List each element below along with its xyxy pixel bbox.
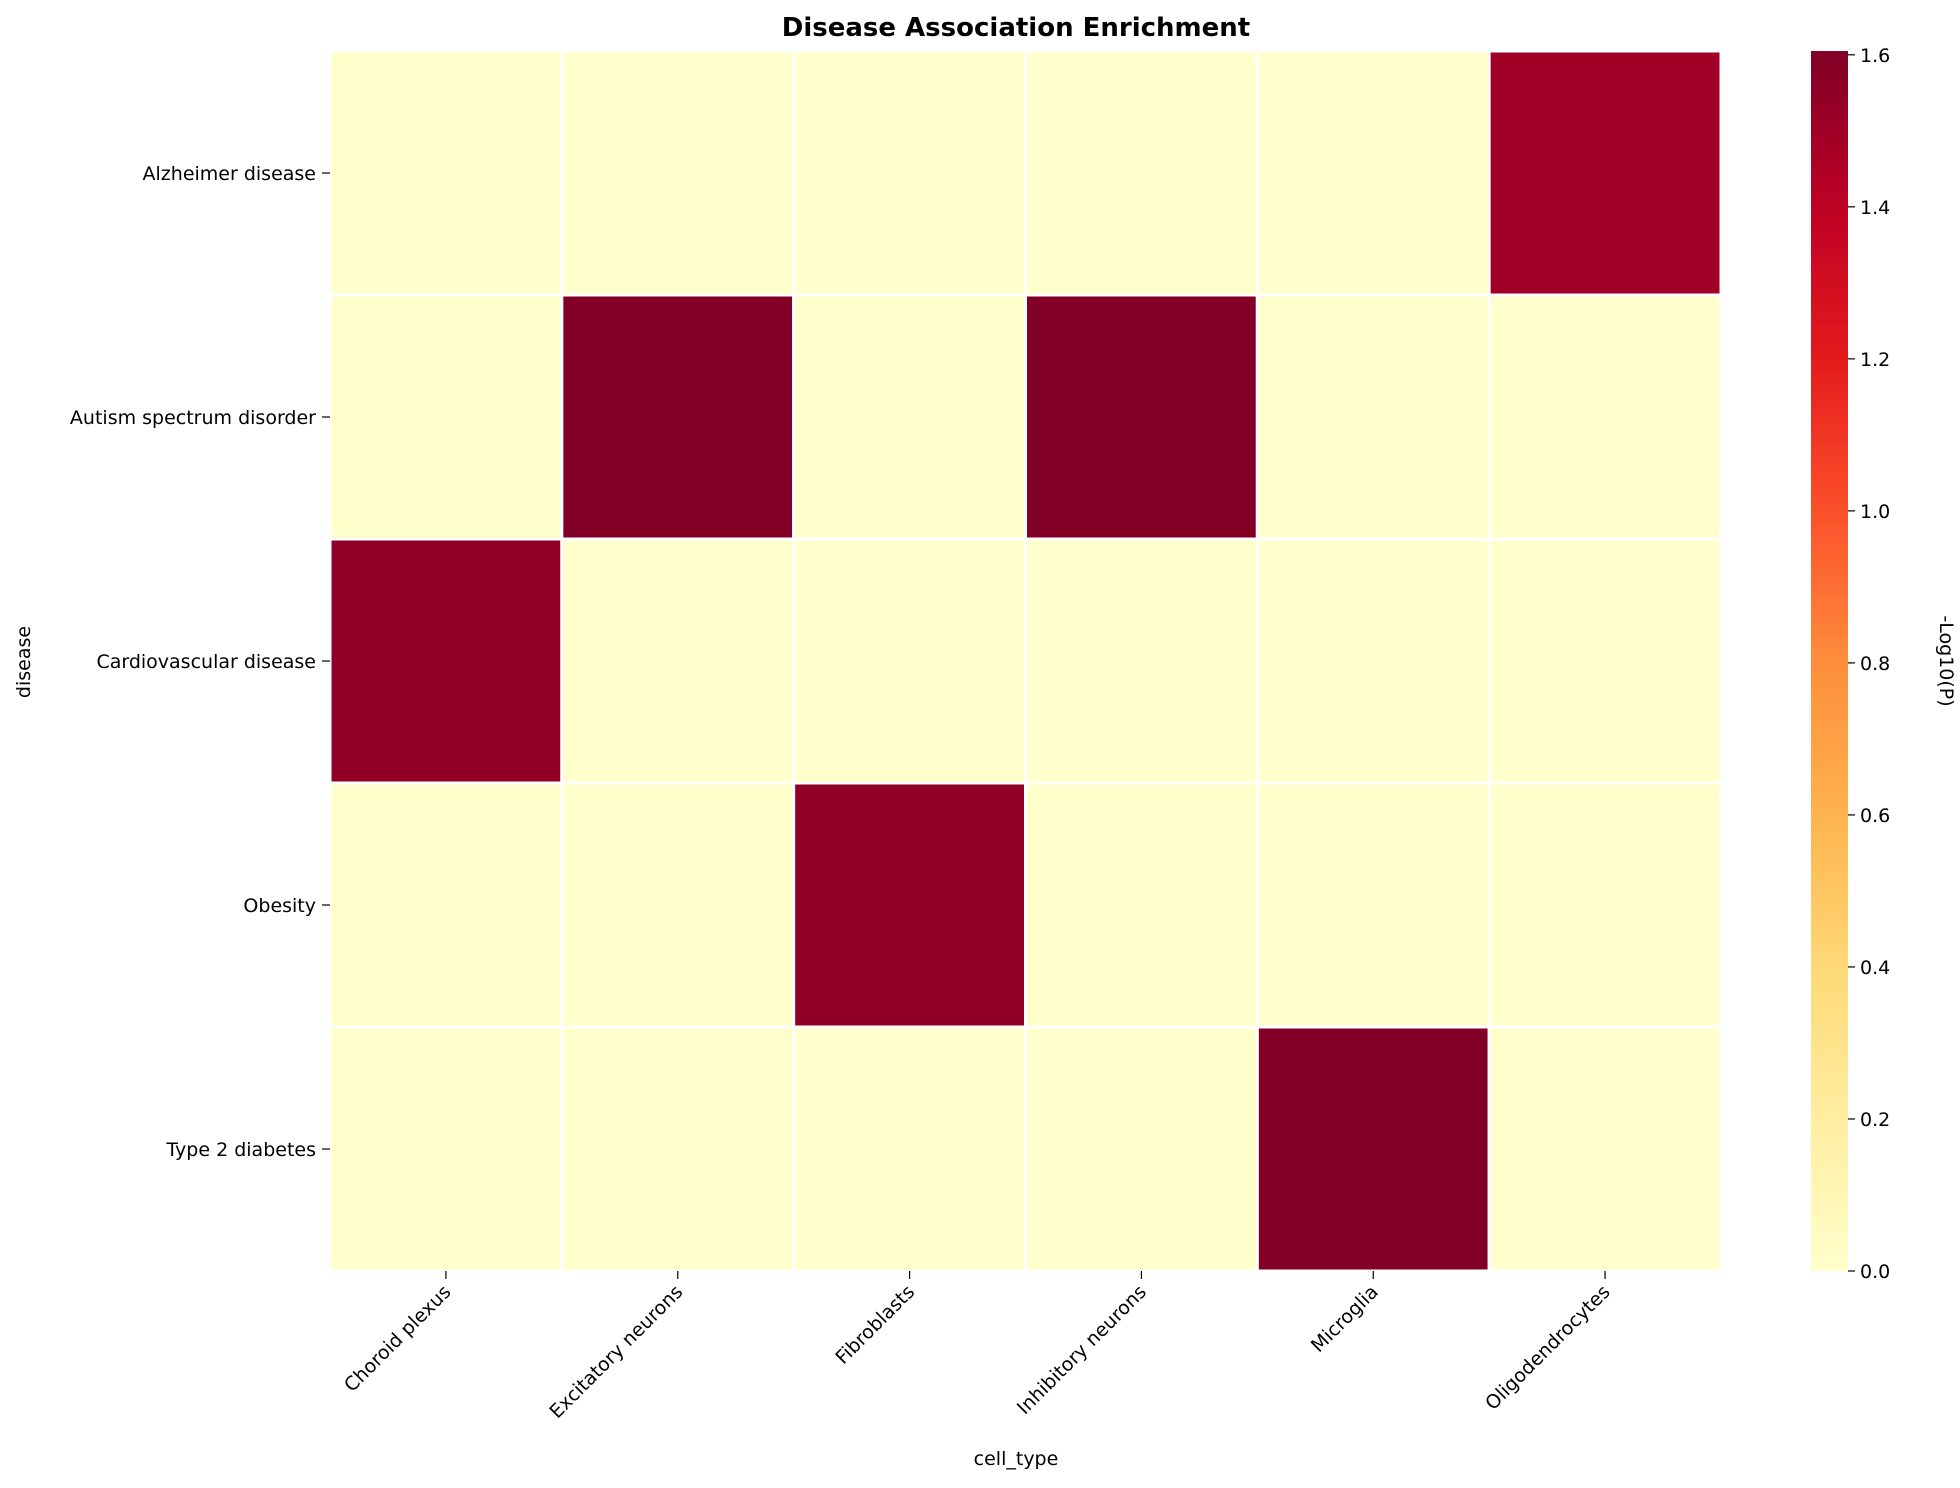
colorbar-tick-label: 0.2 [1860, 1109, 1890, 1131]
heatmap-cell [1024, 537, 1259, 785]
heatmap-cell [1255, 537, 1491, 785]
y-tick-label: Obesity [243, 895, 316, 917]
x-tick-label: Oligodendrocytes [1481, 1281, 1615, 1415]
chart-title: Disease Association Enrichment [782, 13, 1250, 43]
colorbar-ticks: 0.0 0.2 0.4 0.6 0.8 1.0 1.2 1.4 1.6 [1848, 45, 1890, 1283]
heatmap-cells [328, 49, 1723, 1273]
y-tick-label: Cardiovascular disease [96, 651, 316, 673]
heatmap-cell [1255, 49, 1491, 297]
heatmap-cell [1487, 49, 1723, 297]
y-axis-label: disease [13, 626, 35, 698]
heatmap-cell [328, 1025, 564, 1273]
colorbar-tick-label: 0.8 [1860, 653, 1890, 675]
y-tick-label: Type 2 diabetes [165, 1139, 316, 1161]
x-tick-label: Inhibitory neurons [1013, 1281, 1151, 1419]
y-tick-label: Autism spectrum disorder [70, 407, 316, 429]
x-tick-label: Fibroblasts [831, 1281, 919, 1369]
colorbar-tick-label: 1.6 [1860, 45, 1890, 67]
heatmap-cell [328, 293, 564, 541]
heatmap-cell [328, 781, 564, 1029]
heatmap-cell [1487, 293, 1723, 541]
x-axis-ticks: Choroid plexus Excitatory neurons Fibrobla… [340, 1271, 1615, 1423]
colorbar-tick-label: 0.0 [1860, 1261, 1890, 1283]
x-tick-label: Microglia [1307, 1281, 1383, 1357]
heatmap-cell [560, 781, 796, 1029]
colorbar-tick-label: 0.4 [1860, 957, 1890, 979]
heatmap-cell [1024, 1025, 1259, 1273]
heatmap-cell [560, 293, 796, 541]
heatmap-cell [1024, 293, 1259, 541]
heatmap-cell [1487, 781, 1723, 1029]
heatmap-cell [1024, 781, 1259, 1029]
heatmap-cell [1255, 293, 1491, 541]
heatmap-cell [560, 49, 796, 297]
heatmap-cell [1024, 49, 1259, 297]
heatmap-cell [328, 537, 564, 785]
y-tick-label: Alzheimer disease [143, 163, 316, 185]
heatmap-cell [792, 1025, 1028, 1273]
heatmap-cell [1487, 537, 1723, 785]
colorbar-label: -Log10(P) [1935, 615, 1957, 706]
heatmap-cell [792, 49, 1028, 297]
heatmap-cell [560, 1025, 796, 1273]
colorbar-tick-label: 1.2 [1860, 349, 1890, 371]
heatmap-cell [792, 537, 1028, 785]
heatmap-cell [560, 537, 796, 785]
y-axis-ticks: Alzheimer disease Autism spectrum disorde… [70, 163, 330, 1161]
x-tick-label: Excitatory neurons [545, 1281, 687, 1423]
colorbar-tick-label: 1.0 [1860, 501, 1890, 523]
heatmap-cell [1255, 781, 1491, 1029]
heatmap-cell [792, 781, 1028, 1029]
colorbar-tick-label: 1.4 [1860, 197, 1890, 219]
heatmap-cell [328, 49, 564, 297]
colorbar-tick-label: 0.6 [1860, 805, 1890, 827]
colorbar [1811, 51, 1848, 1271]
x-axis-label: cell_type [974, 1448, 1059, 1470]
heatmap-cell [1255, 1025, 1491, 1273]
heatmap-cell [792, 293, 1028, 541]
heatmap-cell [1487, 1025, 1723, 1273]
x-tick-label: Choroid plexus [340, 1281, 455, 1396]
